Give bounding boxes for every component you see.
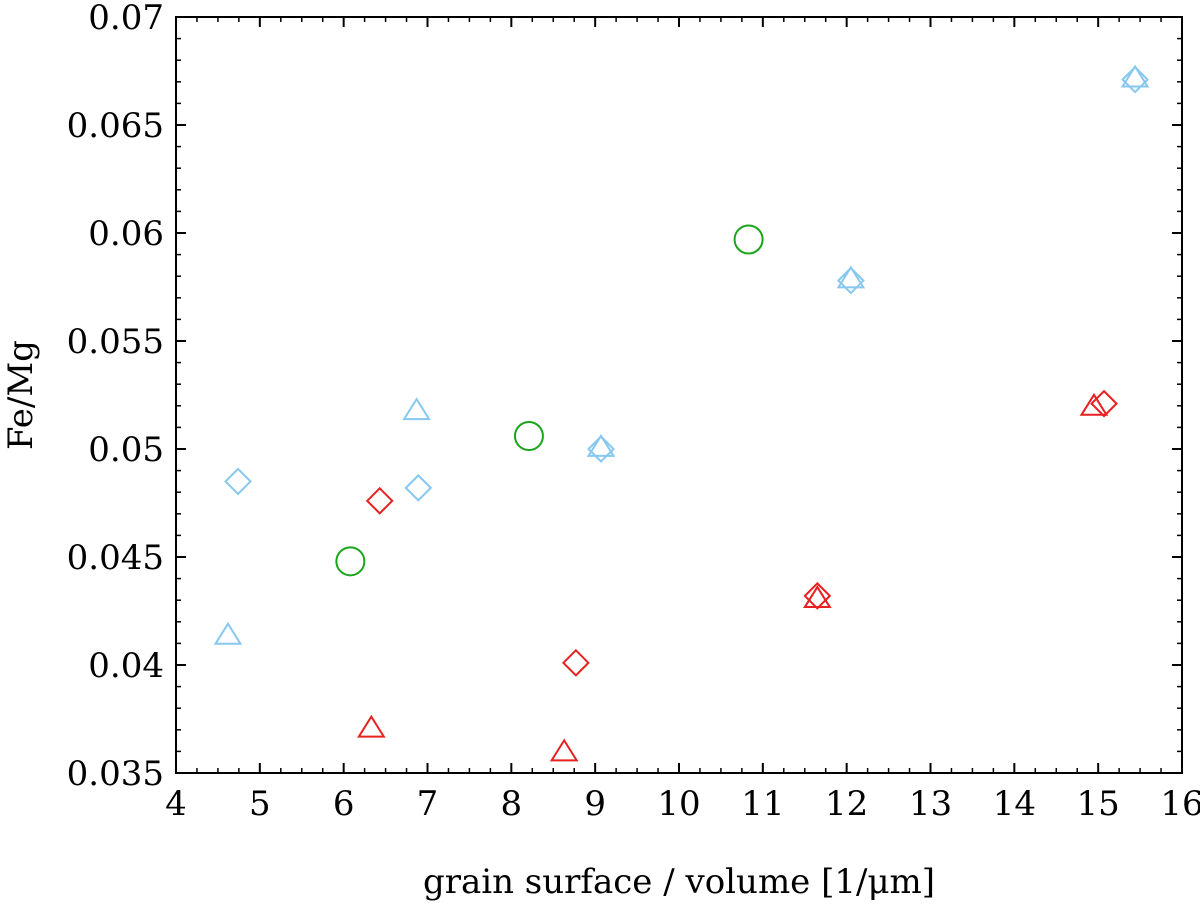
y-axis-title: Fe/Mg [1, 340, 41, 450]
data-points [213, 64, 1150, 762]
x-tick-label: 9 [584, 784, 606, 824]
y-axis-ticks: 0.035 0.04 0.045 0.05 0.055 0.06 0.065 0.07 [67, 0, 1182, 794]
x-tick-label: 12 [825, 784, 868, 824]
y-tick-label: 0.04 [88, 646, 164, 686]
circle-marker [733, 224, 764, 255]
plot-frame [175, 16, 1183, 774]
triangle-marker [803, 585, 832, 609]
x-axis-ticks: 4 5 6 7 8 9 10 11 12 13 14 15 16 [165, 17, 1200, 824]
triangle-marker [357, 714, 386, 738]
triangle-marker [549, 738, 579, 762]
triangle-marker [213, 621, 243, 645]
x-tick-label: 13 [909, 784, 952, 824]
diamond-marker [1090, 389, 1118, 418]
triangle-marker [402, 397, 431, 421]
y-tick-label: 0.07 [88, 0, 164, 38]
y-tick-label: 0.06 [88, 214, 164, 254]
y-tick-label: 0.045 [67, 538, 164, 578]
triangle-marker [1079, 392, 1109, 416]
y-tick-label: 0.035 [67, 754, 164, 794]
triangle-marker [586, 433, 616, 457]
x-axis-title: grain surface / volume [1/μm] [423, 862, 935, 902]
y-tick-label: 0.055 [67, 322, 164, 362]
diamond-marker [404, 473, 433, 502]
triangle-marker [1120, 64, 1150, 88]
x-tick-label: 16 [1160, 784, 1200, 824]
x-tick-label: 4 [165, 784, 187, 824]
x-tick-label: 14 [993, 784, 1036, 824]
circle-marker [513, 421, 544, 452]
diamond-marker [803, 581, 832, 610]
diamond-marker [587, 435, 615, 463]
x-tick-label: 5 [249, 784, 271, 824]
diamond-marker [561, 648, 590, 677]
x-tick-label: 8 [501, 784, 523, 824]
x-tick-label: 7 [417, 784, 439, 824]
x-tick-label: 6 [333, 784, 355, 824]
diamond-marker [365, 486, 394, 515]
x-tick-label: 10 [657, 784, 700, 824]
x-tick-label: 11 [741, 784, 784, 824]
diamond-marker [224, 467, 252, 496]
triangle-marker [836, 265, 866, 289]
y-tick-label: 0.05 [88, 430, 164, 470]
diamond-marker [1121, 65, 1149, 94]
y-tick-label: 0.065 [67, 106, 164, 146]
x-tick-label: 15 [1077, 784, 1120, 824]
diamond-marker [836, 266, 865, 295]
circle-marker [335, 546, 366, 577]
